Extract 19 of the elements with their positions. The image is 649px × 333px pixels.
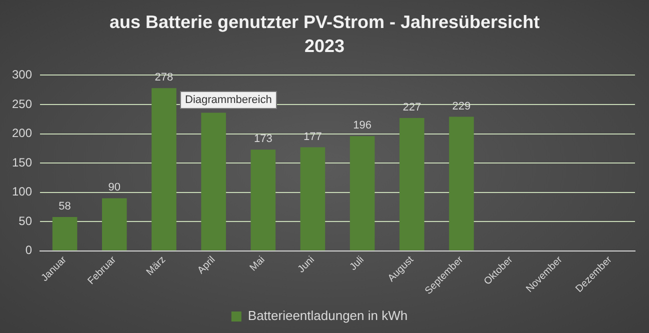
legend-label: Batterieentladungen in kWh [248, 308, 408, 324]
x-tick-label: Juni [296, 254, 317, 276]
y-tick-label: 150 [12, 155, 32, 170]
text: 227 [402, 101, 422, 114]
y-tick-label: 0 [25, 243, 32, 258]
text: 58 [58, 200, 71, 212]
text: 90 [108, 182, 121, 194]
y-tick-label: 100 [12, 184, 32, 199]
y-tick-label: 200 [12, 126, 32, 140]
annotation: Diagrammbereich [180, 91, 277, 109]
text: 173 [254, 133, 272, 146]
text: 196 [353, 120, 372, 132]
chart-title: aus Batterie genutzter PV-Strom - Jahresübersicht 2023 [108, 11, 541, 58]
x-tick-label: Mai [248, 254, 268, 274]
x-tick-label: Juli [348, 254, 366, 273]
y-tick-label: 50 [18, 214, 32, 228]
y-tick-label: 300 [12, 68, 32, 82]
text: 177 [304, 130, 322, 143]
y-tick-label: 250 [12, 96, 32, 111]
